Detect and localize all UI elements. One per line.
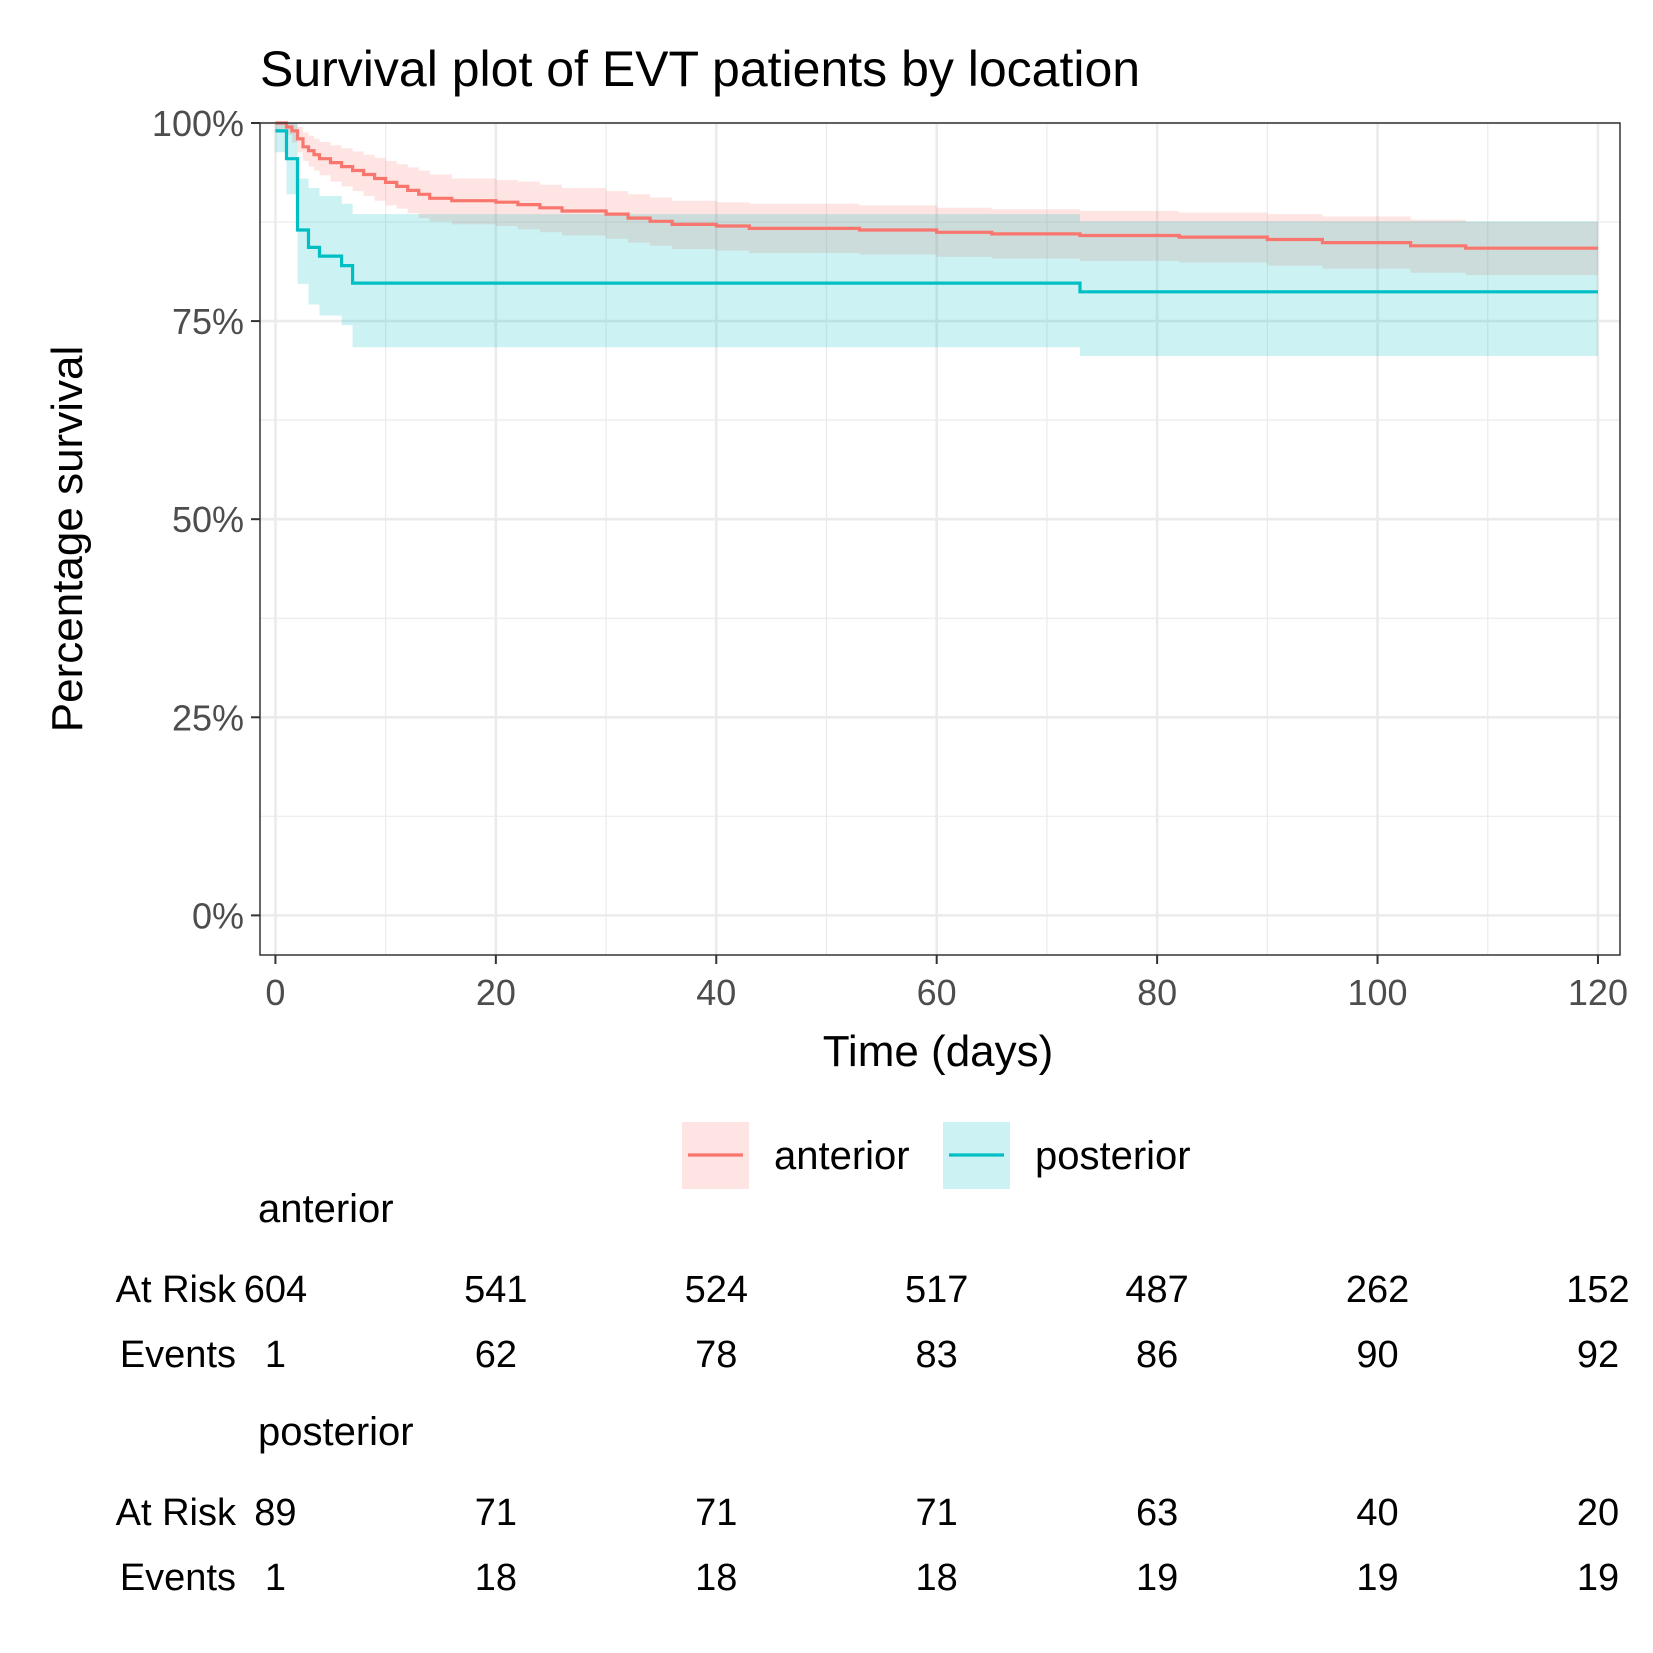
risk-table-cell: 18 bbox=[916, 1557, 958, 1599]
risk-table-cell: 541 bbox=[464, 1269, 527, 1311]
risk-table-cell: 71 bbox=[475, 1492, 517, 1534]
legend-label-anterior: anterior bbox=[774, 1134, 910, 1178]
risk-table-cell: 20 bbox=[1577, 1492, 1619, 1534]
x-axis: 0 20 40 60 80 100 120 bbox=[265, 955, 1628, 1013]
y-tick-label: 25% bbox=[172, 697, 244, 738]
risk-table-cell: 524 bbox=[685, 1269, 748, 1311]
x-tick-label: 20 bbox=[476, 972, 516, 1013]
risk-table-cell: 1 bbox=[265, 1557, 286, 1599]
grid bbox=[260, 121, 1620, 955]
legend-item-posterior: posterior bbox=[943, 1122, 1191, 1189]
risk-table-cell: 19 bbox=[1577, 1557, 1619, 1599]
risk-table-cell: 19 bbox=[1356, 1557, 1398, 1599]
x-axis-label: Time (days) bbox=[823, 1027, 1054, 1076]
survival-line-posterior bbox=[275, 129, 1598, 294]
risk-table-cell: 86 bbox=[1136, 1334, 1178, 1376]
risk-table-cell: 71 bbox=[695, 1492, 737, 1534]
y-axis-label: Percentage survival bbox=[43, 346, 92, 732]
risk-table-row-label: Events bbox=[120, 1334, 236, 1376]
chart-title: Survival plot of EVT patients by locatio… bbox=[260, 41, 1140, 97]
risk-table-cell: 83 bbox=[916, 1334, 958, 1376]
risk-table-cell: 152 bbox=[1566, 1269, 1629, 1311]
y-tick-label: 75% bbox=[172, 301, 244, 342]
x-tick-label: 0 bbox=[265, 972, 285, 1013]
risk-table-cell: 19 bbox=[1136, 1557, 1178, 1599]
x-tick-label: 80 bbox=[1137, 972, 1177, 1013]
ci-band-posterior bbox=[275, 123, 1598, 356]
legend-item-anterior: anterior bbox=[682, 1122, 910, 1189]
risk-table-cell: 63 bbox=[1136, 1492, 1178, 1534]
legend: anterior posterior bbox=[682, 1122, 1191, 1189]
x-tick-label: 120 bbox=[1568, 972, 1628, 1013]
risk-table-row-label: Events bbox=[120, 1557, 236, 1599]
risk-table-cell: 517 bbox=[905, 1269, 968, 1311]
risk-table-cell: 604 bbox=[244, 1269, 307, 1311]
risk-table-group-title: anterior bbox=[258, 1187, 394, 1231]
risk-table-cell: 262 bbox=[1346, 1269, 1409, 1311]
risk-table-cell: 487 bbox=[1125, 1269, 1188, 1311]
risk-table-cell: 90 bbox=[1356, 1334, 1398, 1376]
survival-lines bbox=[275, 121, 1598, 294]
risk-table-row-label: At Risk bbox=[116, 1492, 237, 1534]
risk-table-cell: 18 bbox=[695, 1557, 737, 1599]
plot-panel-border bbox=[259, 122, 1621, 956]
risk-table-cell: 1 bbox=[265, 1334, 286, 1376]
risk-table-cell: 78 bbox=[695, 1334, 737, 1376]
risk-table-row-label: At Risk bbox=[116, 1269, 237, 1311]
risk-table-cell: 40 bbox=[1356, 1492, 1398, 1534]
survival-line-anterior bbox=[275, 121, 1598, 250]
risk-table-cell: 71 bbox=[916, 1492, 958, 1534]
x-tick-label: 40 bbox=[696, 972, 736, 1013]
x-tick-label: 60 bbox=[917, 972, 957, 1013]
y-tick-label: 50% bbox=[172, 499, 244, 540]
y-tick-label: 0% bbox=[192, 895, 244, 936]
x-tick-label: 100 bbox=[1347, 972, 1407, 1013]
y-tick-label: 100% bbox=[152, 103, 244, 144]
risk-table-cell: 18 bbox=[475, 1557, 517, 1599]
risk-table-cell: 92 bbox=[1577, 1334, 1619, 1376]
risk-table-cell: 89 bbox=[254, 1492, 296, 1534]
risk-table-group-title: posterior bbox=[258, 1410, 414, 1454]
legend-label-posterior: posterior bbox=[1035, 1134, 1191, 1178]
risk-table-cell: 62 bbox=[475, 1334, 517, 1376]
y-axis: 0% 25% 50% 75% 100% bbox=[152, 103, 260, 936]
